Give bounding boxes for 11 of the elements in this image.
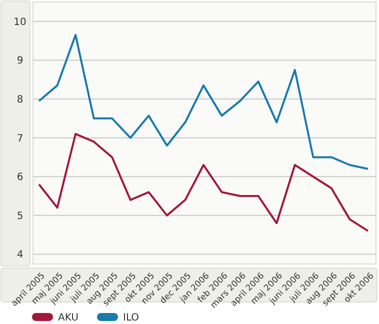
y-tick-label: 4 [16, 250, 24, 261]
y-tick-label: 6 [16, 172, 24, 184]
y-tick-label: 10 [14, 16, 26, 28]
y-tick-label: 7 [16, 133, 24, 144]
y-tick-label: 5 [16, 210, 24, 222]
y-tick-label: 8 [16, 94, 24, 106]
legend-label: AKU [58, 312, 78, 324]
line-series [38, 34, 369, 170]
y-tick-label: 9 [16, 56, 24, 67]
legend-label: ILO [123, 312, 140, 324]
line-series [38, 132, 369, 232]
